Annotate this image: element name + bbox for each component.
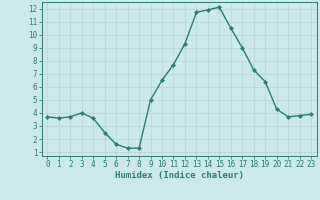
X-axis label: Humidex (Indice chaleur): Humidex (Indice chaleur): [115, 171, 244, 180]
